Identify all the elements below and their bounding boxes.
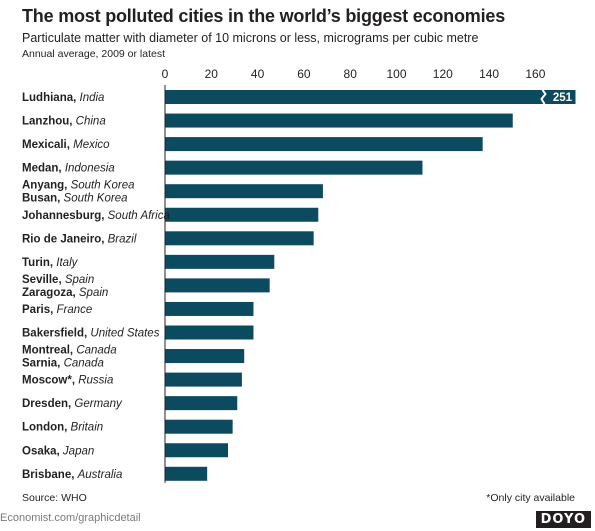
category-label: Rio de Janeiro, Brazil — [22, 233, 137, 245]
country-name: China — [76, 116, 106, 128]
category-label: Bakersfield, United States — [22, 328, 160, 340]
city-name: Mexicali — [22, 139, 67, 151]
category-label: Osaka, Japan — [22, 445, 94, 457]
x-tick-label: 100 — [386, 67, 406, 81]
x-tick-label: 0 — [162, 67, 169, 81]
bar — [165, 184, 323, 199]
category-label: Busan, South Korea — [22, 193, 127, 205]
bar — [165, 231, 314, 246]
category-label: Mexicali, Mexico — [22, 139, 110, 151]
city-name: Sarnia — [22, 358, 58, 370]
category-label: Moscow*, Russia — [22, 375, 113, 387]
city-name: Dresden — [22, 398, 68, 410]
country-name: Canada — [64, 358, 104, 370]
bar — [165, 90, 576, 104]
city-name: London — [22, 422, 64, 434]
category-label: Dresden, Germany — [22, 398, 123, 410]
country-name: Canada — [76, 345, 116, 357]
country-name: Spain — [65, 274, 94, 286]
credit-link[interactable]: Economist.com/graphicdetail — [0, 512, 141, 524]
category-label: Seville, Spain — [22, 274, 94, 286]
category-label: Montreal, Canada — [22, 345, 117, 357]
bar — [165, 372, 242, 387]
x-tick-label: 80 — [344, 67, 358, 81]
bar — [165, 137, 483, 152]
city-name: Seville — [22, 274, 58, 286]
category-label: Ludhiana, India — [22, 92, 104, 104]
bar — [165, 301, 254, 316]
country-name: South Korea — [71, 180, 135, 192]
category-label: Zaragoza, Spain — [22, 287, 108, 299]
city-name: Turin — [22, 257, 50, 269]
country-name: France — [57, 304, 93, 316]
city-name: Busan — [22, 193, 57, 205]
country-name: South Korea — [64, 193, 128, 205]
bar — [165, 349, 245, 364]
country-name: United States — [90, 328, 159, 340]
city-name: Moscow* — [22, 375, 72, 387]
category-label: London, Britain — [22, 422, 103, 434]
bar — [165, 325, 254, 340]
x-tick-label: 120 — [433, 67, 453, 81]
city-name: Paris — [22, 304, 50, 316]
country-name: Germany — [74, 398, 123, 410]
city-name: Bakersfield — [22, 328, 84, 340]
category-label: Lanzhou, China — [22, 116, 106, 128]
bar — [165, 466, 208, 481]
city-name: Ludhiana — [22, 92, 74, 104]
x-tick-label: 60 — [297, 67, 311, 81]
city-name: Anyang — [22, 180, 64, 192]
x-tick-label: 160 — [525, 67, 545, 81]
bar — [165, 254, 275, 269]
bar — [165, 396, 238, 411]
x-tick-label: 140 — [479, 67, 499, 81]
category-label: Johannesburg, South Africa — [22, 210, 170, 222]
country-name: India — [80, 92, 105, 104]
city-name: Zaragoza — [22, 287, 73, 299]
chart-title: The most polluted cities in the world’s … — [22, 6, 506, 26]
country-name: Brazil — [108, 233, 137, 245]
country-name: South Africa — [108, 210, 170, 222]
chart-subtitle: Particulate matter with diameter of 10 m… — [22, 31, 479, 45]
country-name: Britain — [71, 422, 104, 434]
city-name: Lanzhou — [22, 116, 69, 128]
bar — [165, 278, 270, 293]
city-name: Montreal — [22, 345, 70, 357]
category-label: Paris, France — [22, 304, 92, 316]
axis-break-marker — [540, 89, 547, 105]
chart-note: Annual average, 2009 or latest — [22, 48, 166, 60]
city-name: Rio de Janeiro — [22, 233, 101, 245]
bar — [165, 207, 319, 222]
category-label: Medan, Indonesia — [22, 163, 115, 175]
bar — [165, 113, 513, 128]
footnote: *Only city available — [486, 492, 575, 504]
x-tick-label: 40 — [251, 67, 265, 81]
country-name: Indonesia — [65, 163, 115, 175]
bar — [165, 443, 229, 458]
bar — [165, 419, 233, 434]
x-tick-label: 20 — [205, 67, 219, 81]
source-note: Source: WHO — [22, 492, 87, 504]
country-name: Russia — [78, 375, 113, 387]
city-name: Medan — [22, 163, 58, 175]
country-name: Mexico — [73, 139, 110, 151]
city-name: Johannesburg — [22, 210, 101, 222]
category-label: Brisbane, Australia — [22, 469, 122, 481]
category-label: Anyang, South Korea — [22, 180, 135, 192]
category-label: Sarnia, Canada — [22, 358, 104, 370]
category-label: Turin, Italy — [22, 257, 79, 269]
city-name: Brisbane — [22, 469, 71, 481]
country-name: Italy — [56, 257, 78, 269]
city-name: Osaka — [22, 445, 57, 457]
bar — [165, 160, 423, 175]
country-name: Japan — [62, 445, 94, 457]
country-name: Spain — [79, 287, 108, 299]
bar-value-label: 251 — [553, 92, 573, 104]
country-name: Australia — [77, 469, 123, 481]
logo: DOYO — [535, 511, 591, 528]
